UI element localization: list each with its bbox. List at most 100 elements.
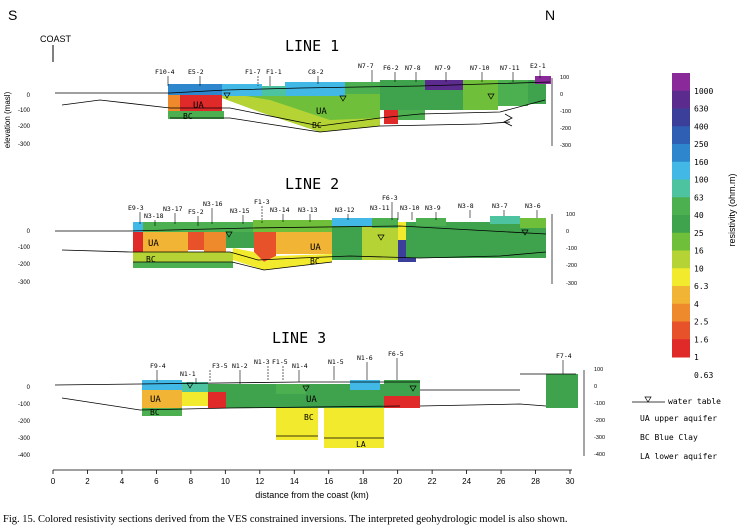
resistivity-cell	[362, 226, 398, 260]
legend-upper-aquifer: UA upper aquifer	[640, 414, 717, 423]
resistivity-cell	[204, 232, 226, 252]
resistivity-cell	[324, 408, 384, 448]
right-tick: -300	[594, 435, 605, 441]
resistivity-cell	[142, 380, 182, 390]
resistivity-cell	[535, 76, 551, 84]
ves-label: N3-14	[270, 206, 290, 214]
elev-tick: -200	[18, 419, 31, 425]
resistivity-cell	[142, 390, 182, 408]
right-tick: -300	[566, 281, 577, 287]
ves-label: F9-4	[150, 362, 166, 370]
topography-line	[55, 81, 551, 94]
legend-water-table: water table	[668, 397, 721, 406]
water-table-icon	[223, 92, 231, 99]
elev-tick: -300	[18, 142, 31, 148]
colorbar-label: 40	[694, 211, 704, 220]
ves-label: F10-4	[155, 68, 175, 76]
unit-label: UA	[310, 243, 321, 253]
ves-label: F1-3	[254, 198, 270, 206]
unit-label: BC	[150, 408, 160, 417]
ves-label: F1-1	[266, 68, 282, 76]
ves-label: N1-3	[254, 358, 270, 366]
elev-tick: -100	[18, 245, 31, 251]
resistivity-cell	[350, 380, 380, 390]
ves-label: F6-3	[382, 194, 398, 202]
resistivity-cell	[143, 232, 188, 252]
x-tick-label: 10	[221, 477, 230, 486]
x-tick-label: 8	[189, 477, 194, 486]
unit-boundary-line	[170, 117, 511, 133]
ves-label: N1-1	[180, 370, 196, 378]
unit-label: UA	[148, 239, 159, 249]
resistivity-cell	[345, 82, 381, 94]
section-line-1: LINE 1 0 -100 -200 -300	[18, 37, 571, 149]
resistivity-cell	[253, 220, 333, 232]
unit-label: BC	[146, 255, 156, 264]
right-tick: -400	[594, 452, 605, 458]
section-line-3: LINE 3 0 -100 -200 -300 -400 UA BC UA	[18, 329, 605, 459]
colorbar-swatch	[672, 197, 690, 216]
x-tick-label: 18	[359, 477, 368, 486]
ves-label: N7-8	[405, 64, 421, 72]
colorbar-label: 16	[694, 247, 704, 256]
resistivity-cell	[182, 382, 208, 392]
colorbar-swatch	[672, 108, 690, 127]
line-3-title: LINE 3	[272, 329, 326, 347]
colorbar-label: 630	[694, 105, 709, 114]
colorbar-swatch	[672, 286, 690, 305]
right-tick: 100	[566, 212, 575, 218]
ves-label: E2-1	[530, 62, 546, 70]
right-tick: 0	[594, 384, 597, 390]
right-tick: 100	[560, 75, 569, 81]
ves-label: E9-3	[128, 204, 144, 212]
elev-tick: 0	[27, 229, 31, 235]
line-1-title: LINE 1	[285, 37, 339, 55]
colorbar-label: 10	[694, 264, 704, 273]
ves-label: N7-10	[470, 64, 490, 72]
ves-label: N3-9	[425, 204, 441, 212]
ves-label: N1-2	[232, 362, 248, 370]
resistivity-cell	[332, 218, 372, 226]
ves-label: N3-6	[525, 202, 541, 210]
x-tick-label: 16	[324, 477, 333, 486]
colorbar-swatch	[672, 303, 690, 322]
water-table-icon	[186, 382, 194, 389]
resistivity-cell	[498, 80, 528, 106]
section-line-2: LINE 2 0 -100 -200 -300 UA	[18, 175, 577, 287]
resistivity-cell	[143, 222, 253, 232]
resistivity-cell	[285, 82, 345, 96]
unit-boundary-line	[61, 99, 546, 127]
colorbar-title: resistivity (ohm.m)	[727, 173, 737, 246]
topography-line	[54, 381, 420, 386]
ves-label: N3-7	[492, 202, 508, 210]
resistivity-cell	[463, 80, 498, 110]
unit-label: BC	[310, 257, 320, 266]
right-tick: 0	[560, 92, 563, 98]
x-tick-label: 30	[566, 477, 575, 486]
unit-boundary-line	[133, 261, 333, 271]
south-label: S	[8, 7, 17, 23]
colorbar-swatch	[672, 321, 690, 340]
resistivity-cell	[168, 84, 224, 95]
ves-label: N3-15	[230, 207, 250, 215]
x-tick-label: 14	[290, 477, 299, 486]
elev-tick: -300	[18, 280, 31, 286]
x-axis-label: distance from the coast (km)	[255, 490, 369, 500]
unit-boundary-line	[61, 249, 547, 261]
water-table-icon	[302, 385, 310, 392]
resistivity-cell	[142, 408, 182, 416]
colorbar-swatch	[672, 161, 690, 180]
right-tick: -100	[566, 246, 577, 252]
elev-tick: -100	[18, 402, 31, 408]
x-tick-label: 24	[462, 477, 471, 486]
right-tick: -200	[560, 126, 571, 132]
x-tick-label: 0	[51, 477, 56, 486]
resistivity-cell	[276, 408, 318, 440]
ves-label: E5-2	[188, 68, 204, 76]
x-tick-label: 6	[154, 477, 159, 486]
unit-boundary-line	[419, 403, 547, 407]
figure-caption: Fig. 15. Colored resistivity sections de…	[3, 514, 567, 525]
ves-label: F3-5	[212, 362, 228, 370]
colorbar-swatch	[672, 232, 690, 251]
resistivity-cell	[133, 232, 143, 252]
